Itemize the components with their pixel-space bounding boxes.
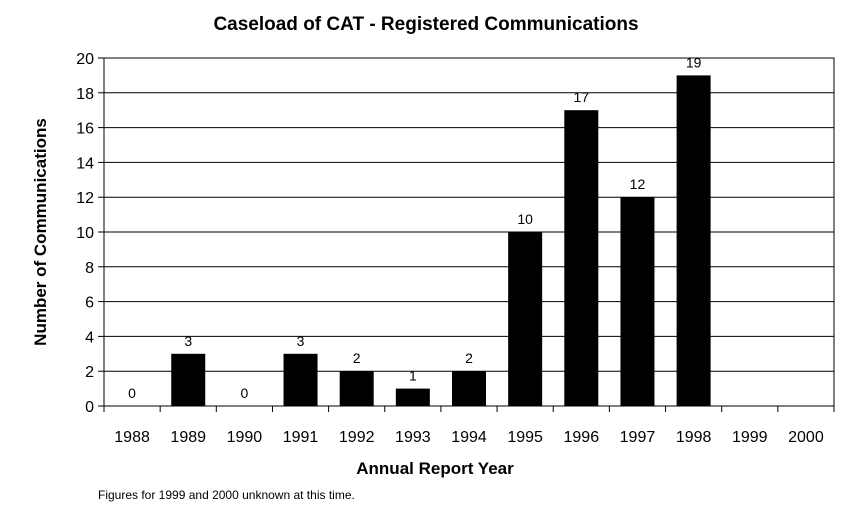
x-tick-label: 2000 — [788, 429, 824, 446]
x-tick-label: 1996 — [564, 429, 600, 446]
y-tick-label: 14 — [76, 155, 94, 172]
bars — [171, 75, 711, 407]
data-label-1990: 0 — [240, 385, 248, 401]
y-tick-label: 16 — [76, 121, 94, 138]
plot-frame — [103, 57, 835, 407]
x-tick-label: 1989 — [170, 429, 206, 446]
bar-1994 — [452, 371, 486, 406]
x-tick-label: 1991 — [283, 429, 319, 446]
data-label-1995: 10 — [517, 211, 533, 227]
data-label-1992: 2 — [353, 350, 361, 366]
bar-1997 — [620, 197, 655, 406]
bar-1992 — [339, 371, 374, 406]
data-label-1997: 12 — [630, 176, 646, 192]
data-label-1994: 2 — [465, 350, 473, 366]
y-axis-ticks: 0 2 4 6 8 10 12 14 16 18 20 — [76, 51, 104, 416]
x-axis-title: Annual Report Year — [356, 459, 514, 478]
bar-1998 — [676, 75, 711, 407]
y-tick-label: 4 — [85, 329, 94, 346]
data-label-1993: 1 — [409, 368, 417, 384]
x-tick-label: 1990 — [227, 429, 263, 446]
x-tick-label: 1999 — [732, 429, 768, 446]
x-tick-label: 1998 — [676, 429, 712, 446]
data-label-1991: 3 — [297, 333, 305, 349]
y-tick-label: 12 — [76, 190, 94, 207]
footnote: Figures for 1999 and 2000 unknown at thi… — [98, 488, 355, 502]
data-label-1988: 0 — [128, 385, 136, 401]
y-tick-label: 2 — [85, 364, 94, 381]
bar-1991 — [283, 353, 318, 406]
x-tick-label: 1993 — [395, 429, 431, 446]
y-tick-label: 8 — [85, 260, 94, 277]
y-axis-title: Number of Communications — [31, 118, 50, 346]
y-tick-label: 18 — [76, 86, 94, 103]
data-label-1989: 3 — [184, 333, 192, 349]
x-tick-label: 1992 — [339, 429, 375, 446]
y-tick-label: 20 — [76, 51, 94, 68]
y-tick-label: 0 — [85, 399, 94, 416]
bar-1993 — [395, 388, 430, 406]
y-tick-label: 10 — [76, 225, 94, 242]
bar-1996 — [564, 110, 599, 406]
chart-title: Caseload of CAT - Registered Communicati… — [213, 14, 638, 35]
x-axis-ticks: 1988 1989 1990 1991 1992 1993 1994 1995 1996 1997… — [103, 406, 835, 446]
x-tick-label: 1994 — [451, 429, 487, 446]
bar-1995 — [508, 232, 543, 406]
data-label-1998: 19 — [686, 54, 702, 70]
x-tick-label: 1988 — [114, 429, 150, 446]
bar-1989 — [171, 353, 206, 406]
y-tick-label: 6 — [85, 295, 94, 312]
data-label-1996: 17 — [574, 89, 590, 105]
x-tick-label: 1995 — [507, 429, 543, 446]
x-tick-label: 1997 — [620, 429, 656, 446]
